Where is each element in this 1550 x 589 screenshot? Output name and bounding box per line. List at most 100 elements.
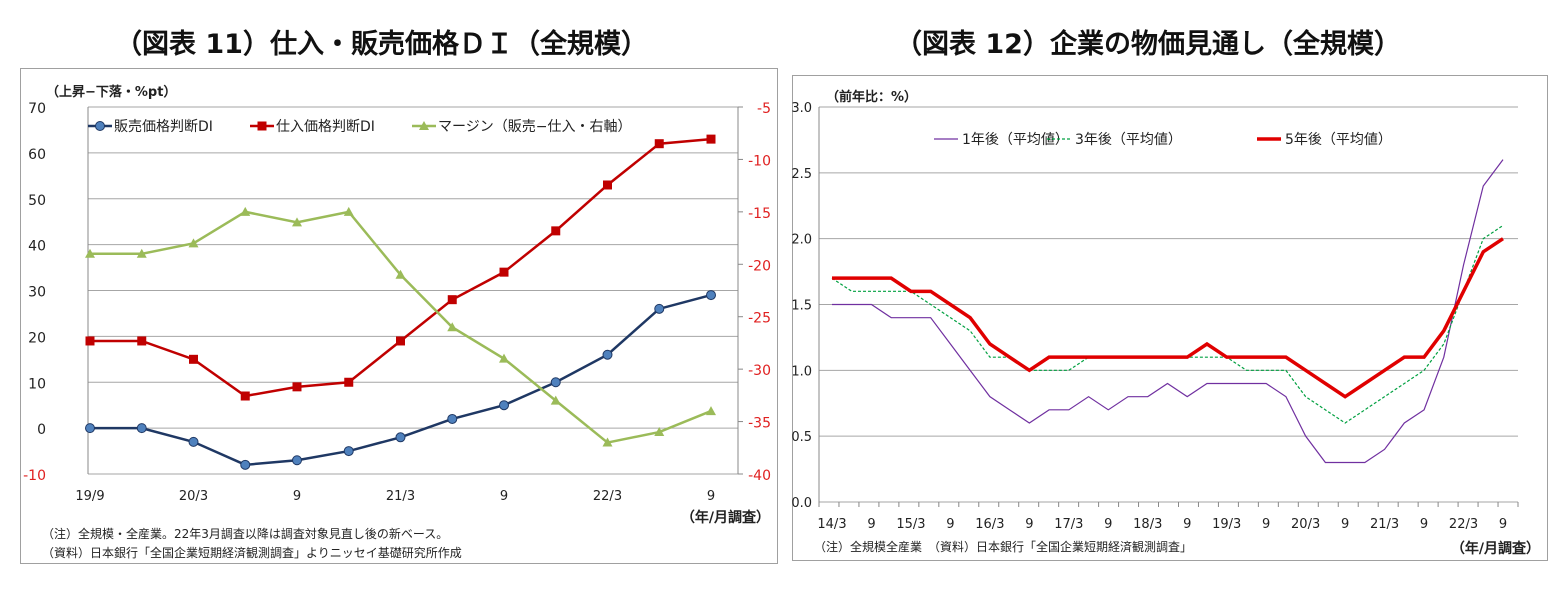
data-point (447, 295, 457, 305)
y-tick-label: 3.0 (791, 101, 812, 116)
data-point (396, 336, 405, 346)
data-point (395, 432, 406, 443)
data-point (85, 336, 95, 346)
data-point (240, 391, 250, 401)
y-tick-label: 50 (28, 193, 46, 209)
data-point (292, 382, 302, 392)
x-tick-label: 18/3 (1133, 517, 1162, 532)
x-tick-label: 20/3 (1291, 517, 1320, 532)
x-tick-label: 19/3 (1212, 517, 1241, 532)
y-tick-label: 40 (28, 239, 46, 255)
data-point (602, 349, 613, 360)
data-point (188, 238, 199, 248)
note: （注）全規模全産業 （資料）日本銀行「全国企業短期経済観測調査」 (814, 539, 1192, 554)
data-point (654, 427, 665, 437)
x-tick-label: 21/3 (386, 489, 415, 504)
data-point (447, 322, 458, 332)
data-point (551, 226, 561, 236)
data-point (240, 206, 251, 216)
y-tick-label: 2.5 (791, 167, 812, 182)
data-point (706, 134, 716, 144)
x-tick-label: 9 (1104, 517, 1112, 532)
y2-tick-label: -15 (748, 206, 771, 222)
x-tick-label: 9 (867, 517, 875, 532)
x-tick-label: 20/3 (179, 489, 208, 504)
y2-tick-label: -20 (748, 258, 771, 274)
x-axis-label: （年/月調査） (1451, 540, 1540, 557)
x-tick-label: 9 (1499, 517, 1507, 532)
data-point (654, 139, 664, 149)
y-tick-label: 60 (28, 147, 46, 163)
x-tick-label: 22/3 (593, 489, 622, 504)
x-tick-label: 17/3 (1054, 517, 1083, 532)
data-point (550, 377, 561, 388)
y-tick-label: 1.5 (791, 299, 812, 314)
data-point (292, 217, 302, 227)
chart-11-title: （図表 11）仕入・販売価格ＤＩ（全規模） (115, 29, 648, 60)
data-point (85, 248, 95, 258)
data-point (550, 395, 561, 405)
y-axis-label: （前年比：%） (826, 89, 917, 105)
series-line-1 (831, 225, 1504, 424)
y-tick-label: 1.0 (791, 364, 812, 379)
data-point (499, 353, 509, 363)
note: （注）全規模・全産業。22年3月調査以降は調査対象見直し後の新ベース。 (42, 526, 448, 541)
data-point (188, 436, 199, 447)
data-point (654, 303, 665, 314)
y2-tick-label: -10 (748, 153, 771, 169)
legend-label: マージン（販売−仕入・右軸） (438, 119, 631, 135)
data-point (499, 267, 509, 277)
x-tick-label: 21/3 (1370, 517, 1399, 532)
x-tick-label: 9 (1420, 517, 1428, 532)
data-point (136, 248, 147, 258)
legend-label: 5年後（平均値） (1285, 132, 1392, 148)
legend-marker (257, 121, 267, 131)
y2-tick-label: -40 (748, 468, 771, 484)
y2-tick-label: -25 (748, 311, 771, 327)
data-point (137, 336, 147, 346)
series-line-2 (90, 210, 712, 444)
x-tick-label: 9 (1341, 517, 1349, 532)
note: （資料）日本銀行「全国企業短期経済観測調査」よりニッセイ基礎研究所作成 (42, 545, 462, 560)
legend-marker (95, 121, 105, 131)
data-point (343, 446, 354, 457)
data-point (85, 423, 95, 434)
y-tick-label: 0.5 (791, 430, 812, 445)
data-point (240, 459, 251, 470)
data-point (602, 437, 613, 447)
data-point (706, 406, 716, 416)
y-tick-label: 30 (28, 285, 46, 301)
y-axis-label: （上昇−下落・%pt） (46, 84, 176, 100)
x-tick-label: 19/9 (75, 489, 104, 504)
x-axis-label: （年/月調査） (681, 509, 770, 526)
legend-label: 販売価格判断DI (114, 119, 213, 135)
legend-label: 仕入価格判断DI (276, 119, 375, 135)
y-tick-label: 20 (28, 330, 46, 346)
data-point (344, 377, 354, 387)
x-tick-label: 9 (1025, 517, 1033, 532)
x-tick-label: 9 (1183, 517, 1191, 532)
x-tick-label: 9 (500, 489, 508, 504)
series-line-0 (832, 159, 1504, 464)
y-tick-label: 0.0 (791, 496, 812, 511)
y-tick-label: 70 (28, 101, 46, 117)
data-point (499, 400, 509, 411)
legend-label: 1年後（平均値） (962, 132, 1069, 148)
series-line-2 (832, 237, 1504, 399)
y-tick-label: 0 (37, 422, 46, 438)
data-point (136, 423, 147, 434)
data-point (603, 180, 612, 190)
x-tick-label: 15/3 (896, 517, 925, 532)
data-point (292, 455, 302, 466)
x-tick-label: 9 (293, 489, 301, 504)
legend-label: 3年後（平均値） (1075, 132, 1182, 148)
series-line-1 (90, 137, 712, 398)
y-tick-label: 2.0 (791, 233, 812, 248)
x-tick-label: 22/3 (1449, 517, 1478, 532)
x-tick-label: 9 (707, 489, 715, 504)
data-point (189, 354, 198, 364)
y2-tick-label: -35 (748, 416, 771, 432)
legend-marker (419, 121, 429, 130)
y-tick-label: 10 (28, 376, 46, 392)
data-point (343, 206, 354, 216)
